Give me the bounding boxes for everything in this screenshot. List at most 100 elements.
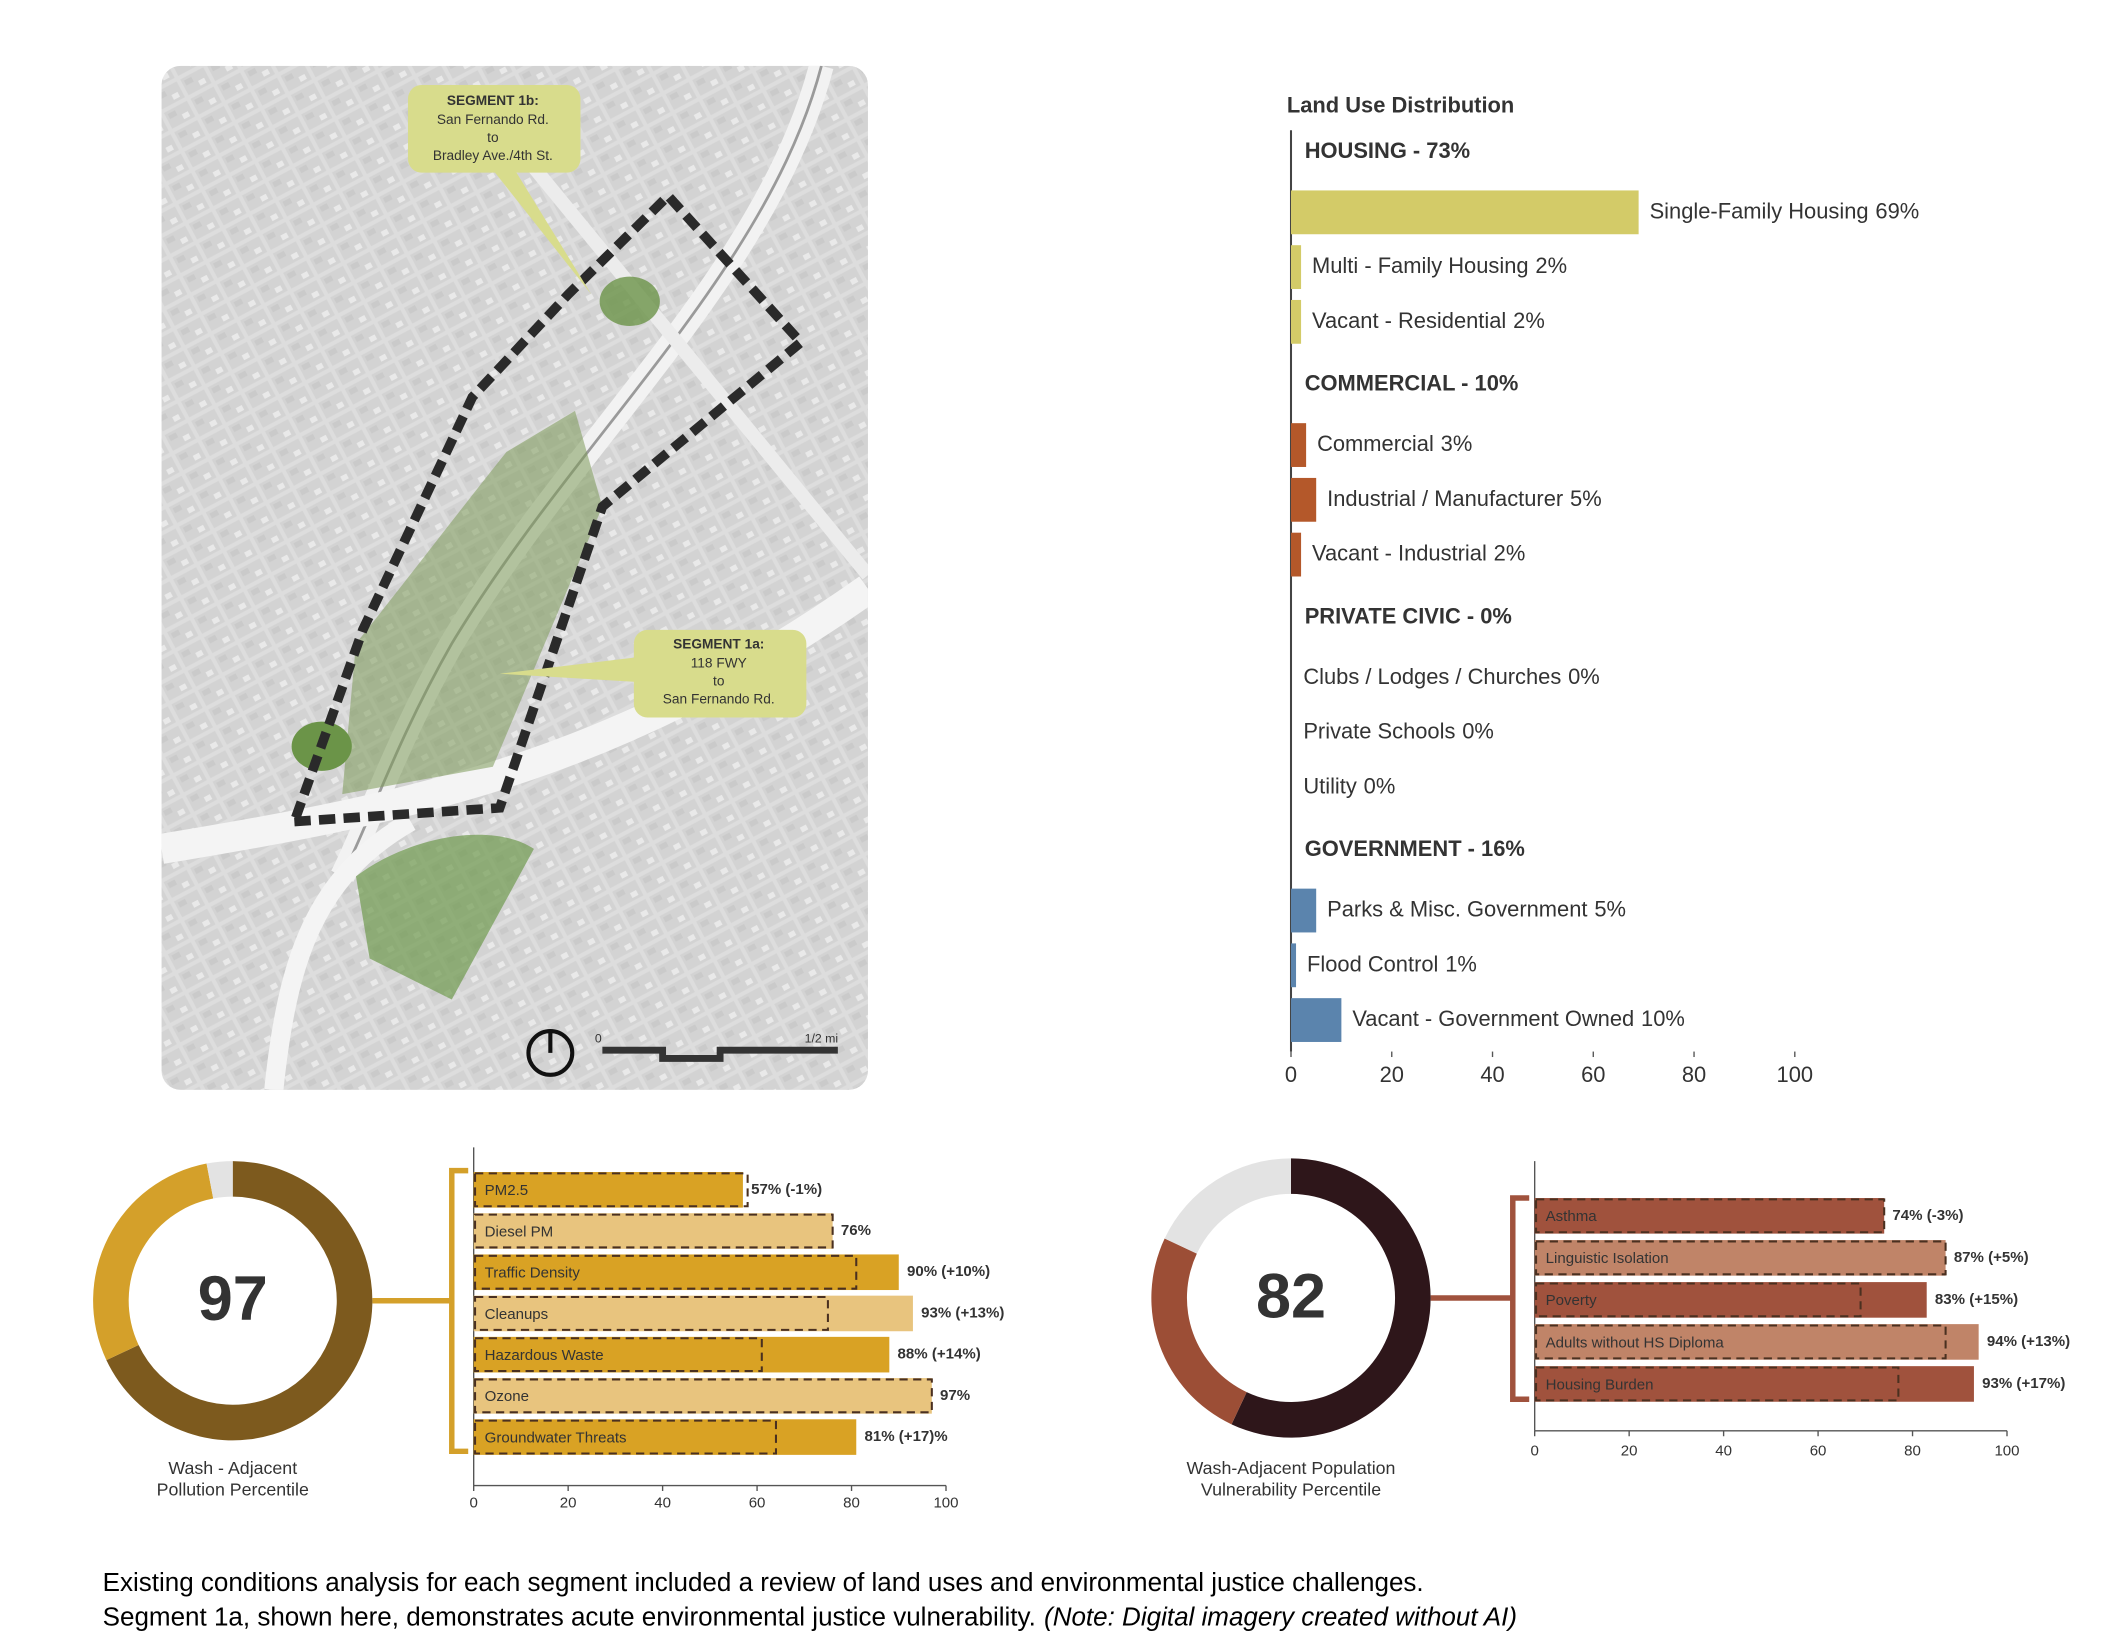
bar: [1534, 1240, 1946, 1276]
reference-box: [474, 1295, 829, 1331]
bar-label: Commercial 3%: [1317, 431, 1472, 456]
value-label: 57% (-1%): [751, 1181, 822, 1198]
value-label: 5%: [1570, 486, 1602, 511]
bar-label: Multi - Family Housing 2%: [1312, 253, 1567, 278]
caption-line: Segment 1a, shown here, demonstrates acu…: [103, 1601, 1517, 1631]
callout-line: San Fernando Rd.: [663, 691, 775, 706]
group-header: HOUSING - 73%: [1305, 138, 1470, 163]
category-label: Asthma: [1546, 1208, 1598, 1225]
value-label: 69%: [1875, 198, 1919, 223]
x-tick-label: 60: [1581, 1062, 1605, 1087]
x-tick-label: 80: [1682, 1062, 1706, 1087]
x-tick-label: 60: [749, 1494, 766, 1511]
category-label: Poverty: [1546, 1292, 1597, 1309]
x-tick-label: 80: [1904, 1442, 1921, 1459]
center-value: 82: [1256, 1261, 1326, 1331]
callout-line: 118 FWY: [691, 656, 747, 671]
callout-line: to: [713, 674, 725, 689]
x-tick-label: 100: [933, 1494, 958, 1511]
value-label: 0%: [1364, 773, 1396, 798]
value-label: 2%: [1494, 540, 1526, 565]
bar: [1534, 1324, 1979, 1360]
reference-box: [474, 1419, 777, 1455]
bracket: [449, 1167, 469, 1455]
value-label: 81% (+17)%: [864, 1428, 947, 1445]
value-label: 83% (+15%): [1935, 1291, 2018, 1308]
bar: [1290, 245, 1302, 289]
reference-box: [1535, 1324, 1947, 1360]
bar: [1290, 532, 1302, 577]
category-label: Utility: [1303, 773, 1357, 798]
x-tick-label: 40: [1715, 1442, 1732, 1459]
reference-box: [474, 1254, 858, 1290]
bar-label: Clubs / Lodges / Churches 0%: [1303, 664, 1599, 689]
caption-note: (Note: Digital imagery created without A…: [1044, 1601, 1517, 1631]
bar-label: Private Schools 0%: [1303, 718, 1494, 743]
scale-label: 0: [595, 1031, 602, 1045]
category-label: Groundwater Threats: [485, 1429, 627, 1446]
bracket: [1510, 1195, 1530, 1403]
bar: [1534, 1366, 1974, 1402]
bar-label: Industrial / Manufacturer 5%: [1327, 486, 1602, 511]
bar: [1290, 477, 1317, 522]
bar: [1290, 423, 1307, 467]
callout-line: San Fernando Rd.: [437, 112, 549, 127]
category-label: Industrial / Manufacturer: [1327, 486, 1563, 511]
scale-label: 1/2 mi: [805, 1031, 839, 1045]
bar: [1290, 888, 1317, 933]
bar-label: Parks & Misc. Government 5%: [1327, 896, 1626, 921]
category-label: Housing Burden: [1546, 1376, 1654, 1393]
chart-title: Wash-Adjacent Population: [1187, 1458, 1396, 1478]
value-label: 94% (+13%): [1987, 1333, 2070, 1350]
x-tick-label: 100: [1777, 1062, 1814, 1087]
value-label: 74% (-3%): [1892, 1207, 1963, 1224]
group-header: COMMERCIAL - 10%: [1305, 371, 1519, 396]
value-label: 2%: [1535, 253, 1567, 278]
value-label: 3%: [1441, 431, 1473, 456]
value-label: 0%: [1462, 718, 1494, 743]
x-tick-label: 20: [560, 1494, 577, 1511]
category-label: Cleanups: [485, 1306, 549, 1323]
donut-segment: [1151, 1238, 1247, 1425]
group-header: PRIVATE CIVIC - 0%: [1305, 603, 1512, 628]
category-label: Diesel PM: [485, 1223, 554, 1240]
bar: [1290, 190, 1639, 235]
value-label: 76%: [841, 1222, 871, 1239]
donut-segment: [1231, 1158, 1431, 1438]
callout-title: SEGMENT 1a:: [673, 637, 764, 652]
x-tick-label: 80: [843, 1494, 860, 1511]
bar-label: Flood Control 1%: [1307, 951, 1477, 976]
chart-title: Land Use Distribution: [1287, 93, 1514, 118]
category-label: Private Schools: [1303, 718, 1455, 743]
category-label: Parks & Misc. Government: [1327, 896, 1587, 921]
category-label: Ozone: [485, 1388, 529, 1405]
reference-box: [1535, 1366, 1900, 1402]
bar-label: Utility 0%: [1303, 773, 1395, 798]
map: [161, 65, 868, 1090]
x-tick-label: 0: [1285, 1062, 1297, 1087]
x-tick-label: 0: [469, 1494, 477, 1511]
caption-text: Segment 1a, shown here, demonstrates acu…: [103, 1601, 1036, 1631]
value-label: 0%: [1568, 664, 1600, 689]
reference-box: [1535, 1240, 1947, 1276]
reference-box: [1535, 1198, 1886, 1234]
bar-label: Vacant - Government Owned 10%: [1352, 1006, 1685, 1031]
callout-line: to: [487, 130, 499, 145]
value-label: 93% (+13%): [921, 1304, 1004, 1321]
bar: [1534, 1198, 1885, 1234]
category-label: Multi - Family Housing: [1312, 253, 1529, 278]
caption-line: Existing conditions analysis for each se…: [103, 1567, 1424, 1597]
bar-label: Vacant - Residential 2%: [1312, 308, 1545, 333]
donut-segment: [93, 1163, 214, 1361]
reference-box: [474, 1337, 763, 1373]
category-label: Commercial: [1317, 431, 1434, 456]
bar-label: Single-Family Housing 69%: [1650, 198, 1920, 223]
reference-box: [1535, 1282, 1862, 1318]
bar: [473, 1254, 899, 1291]
category-label: Vacant - Government Owned: [1352, 1006, 1634, 1031]
x-tick-label: 40: [654, 1494, 671, 1511]
group-header: GOVERNMENT - 16%: [1305, 836, 1525, 861]
reference-box: [474, 1172, 749, 1208]
callout-title: SEGMENT 1b:: [447, 93, 539, 108]
